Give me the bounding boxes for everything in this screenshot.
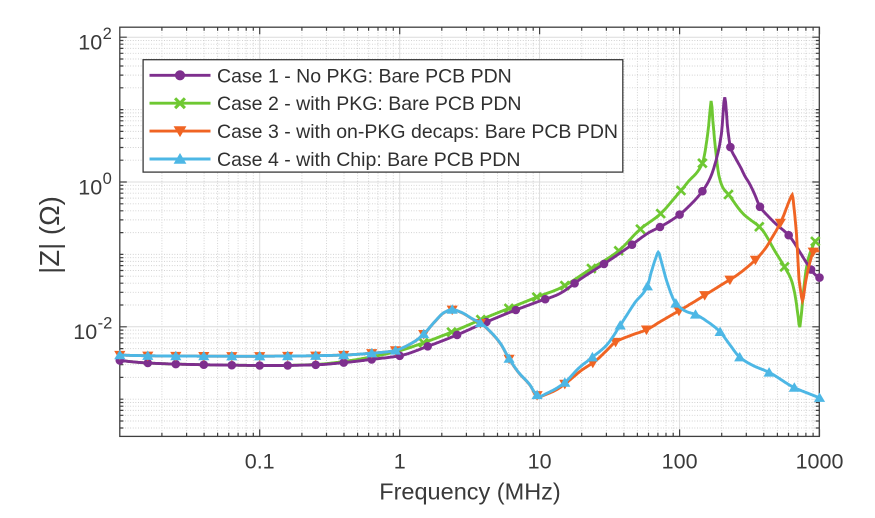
svg-text:10: 10 (78, 175, 102, 199)
svg-text:|Z| (Ω): |Z| (Ω) (34, 196, 65, 274)
svg-text:100: 100 (662, 450, 698, 474)
svg-text:1000: 1000 (796, 450, 844, 474)
svg-text:2: 2 (103, 25, 112, 43)
svg-text:Frequency (MHz): Frequency (MHz) (379, 479, 561, 505)
svg-text:10: 10 (78, 31, 102, 55)
svg-text:Case 4 - with Chip: Bare PCB P: Case 4 - with Chip: Bare PCB PDN (217, 149, 520, 171)
svg-text:Case 1 - No PKG: Bare PCB PDN: Case 1 - No PKG: Bare PCB PDN (217, 65, 512, 87)
svg-text:Case 3 - with on-PKG decaps: B: Case 3 - with on-PKG decaps: Bare PCB PD… (217, 121, 618, 143)
svg-text:0: 0 (103, 170, 112, 188)
svg-text:10: 10 (73, 320, 97, 344)
svg-text:0.1: 0.1 (245, 450, 275, 474)
svg-text:Case 2 - with PKG: Bare PCB PD: Case 2 - with PKG: Bare PCB PDN (217, 93, 522, 115)
svg-text:-2: -2 (98, 315, 113, 333)
svg-text:10: 10 (528, 450, 552, 474)
svg-text:1: 1 (394, 450, 406, 474)
